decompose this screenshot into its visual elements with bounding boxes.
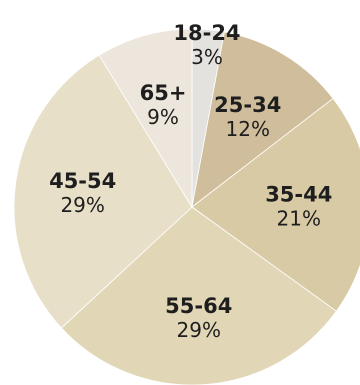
- slice-label-45-54: 45-54: [49, 169, 116, 193]
- slice-label-65plus: 65+: [140, 81, 187, 105]
- slice-value-65plus: 9%: [147, 105, 179, 129]
- slice-65plus: [98, 28, 193, 209]
- slice-label-55-64: 55-64: [165, 294, 232, 318]
- slice-value-25-34: 12%: [226, 117, 270, 141]
- slice-value-45-54: 29%: [60, 193, 104, 217]
- slice-label-25-34: 25-34: [214, 93, 281, 117]
- slice-35-44: [191, 97, 360, 312]
- slice-label-18-24: 18-24: [173, 21, 240, 45]
- slice-label-35-44: 35-44: [265, 182, 332, 206]
- slice-value-55-64: 29%: [177, 318, 221, 342]
- slice-25-34: [191, 31, 334, 208]
- slice-value-18-24: 3%: [191, 45, 223, 69]
- slice-45-54: [13, 54, 193, 329]
- slice-value-35-44: 21%: [277, 206, 321, 230]
